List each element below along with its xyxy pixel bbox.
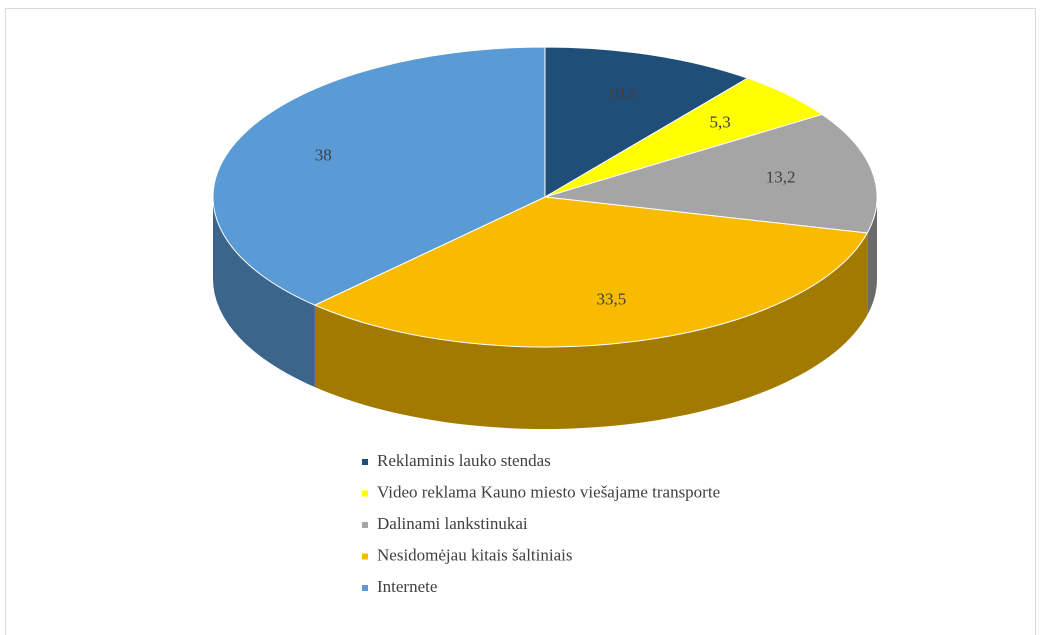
legend-marker <box>362 522 368 528</box>
legend-marker <box>362 490 368 497</box>
pie-slice <box>313 196 869 348</box>
slice-side <box>314 232 868 429</box>
legend-marker <box>362 585 368 591</box>
data-label: 13,2 <box>766 168 796 187</box>
data-label: 33,5 <box>596 290 626 309</box>
legend-label: Reklaminis lauko stendas <box>377 451 551 470</box>
slice-side <box>867 197 877 315</box>
data-label: 38 <box>315 146 332 165</box>
pie-slice <box>212 46 546 306</box>
slice-side <box>213 197 315 388</box>
pie-slice <box>544 46 749 198</box>
legend-label: Internete <box>377 577 437 596</box>
legend-label: Video reklama Kauno miesto viešajame tra… <box>377 482 720 501</box>
data-label: 10,5 <box>607 84 637 103</box>
legend-marker <box>362 459 368 465</box>
legend-marker <box>362 553 368 560</box>
data-label: 5,3 <box>709 112 730 131</box>
legend-label: Nesidomėjau kitais šaltiniais <box>377 545 572 564</box>
pie-slice <box>544 113 878 234</box>
legend-label: Dalinami lankstinukai <box>377 514 528 533</box>
